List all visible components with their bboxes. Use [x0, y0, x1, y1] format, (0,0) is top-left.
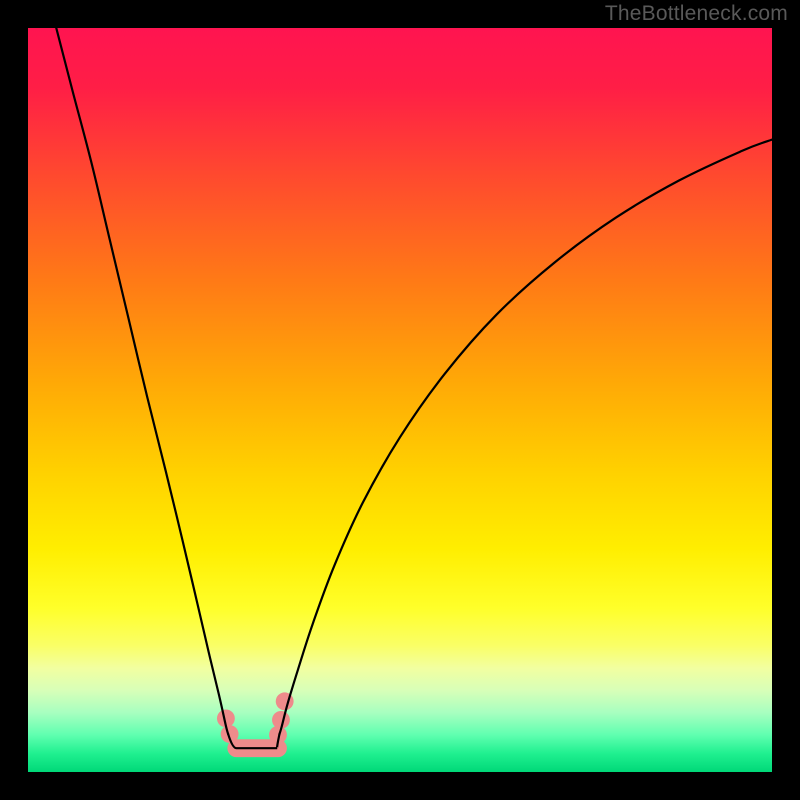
plot-frame [28, 28, 772, 772]
curve-left-branch [56, 28, 228, 734]
curve-right-branch [279, 140, 772, 734]
curve-overlay [28, 28, 772, 772]
watermark-text: TheBottleneck.com [605, 2, 788, 26]
